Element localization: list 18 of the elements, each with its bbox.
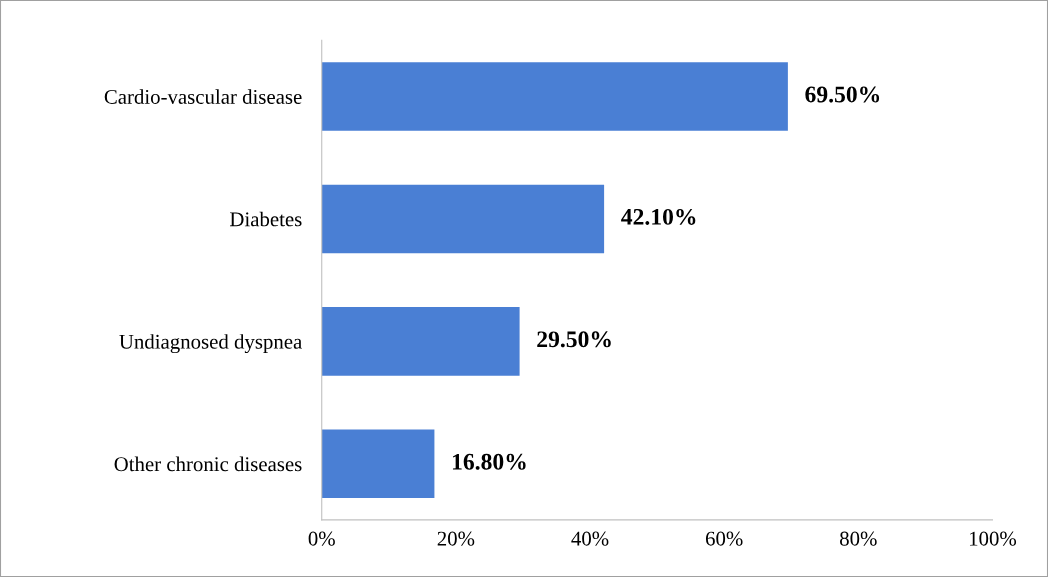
bar xyxy=(321,184,605,254)
x-tick-label: 20% xyxy=(437,531,475,546)
bar xyxy=(321,62,788,131)
data-label: 29.50% xyxy=(537,331,611,348)
x-tick-label: 100% xyxy=(969,531,1017,546)
y-tick-label: Cardio-vascular disease xyxy=(104,89,302,104)
bar xyxy=(321,429,435,499)
y-tick-label: Other chronic diseases xyxy=(114,456,302,472)
data-label: 16.80% xyxy=(452,453,526,470)
x-tick-label: 40% xyxy=(571,531,609,546)
y-tick-label: Undiagnosed dyspnea xyxy=(119,334,302,354)
data-label: 42.10% xyxy=(621,208,696,225)
x-tick-label: 60% xyxy=(705,531,743,546)
x-tick-label: 80% xyxy=(840,531,877,546)
y-tick-label: Diabetes xyxy=(230,211,302,227)
bar xyxy=(321,307,520,376)
data-label: 69.50% xyxy=(805,86,880,103)
x-tick-label: 0% xyxy=(308,531,335,546)
